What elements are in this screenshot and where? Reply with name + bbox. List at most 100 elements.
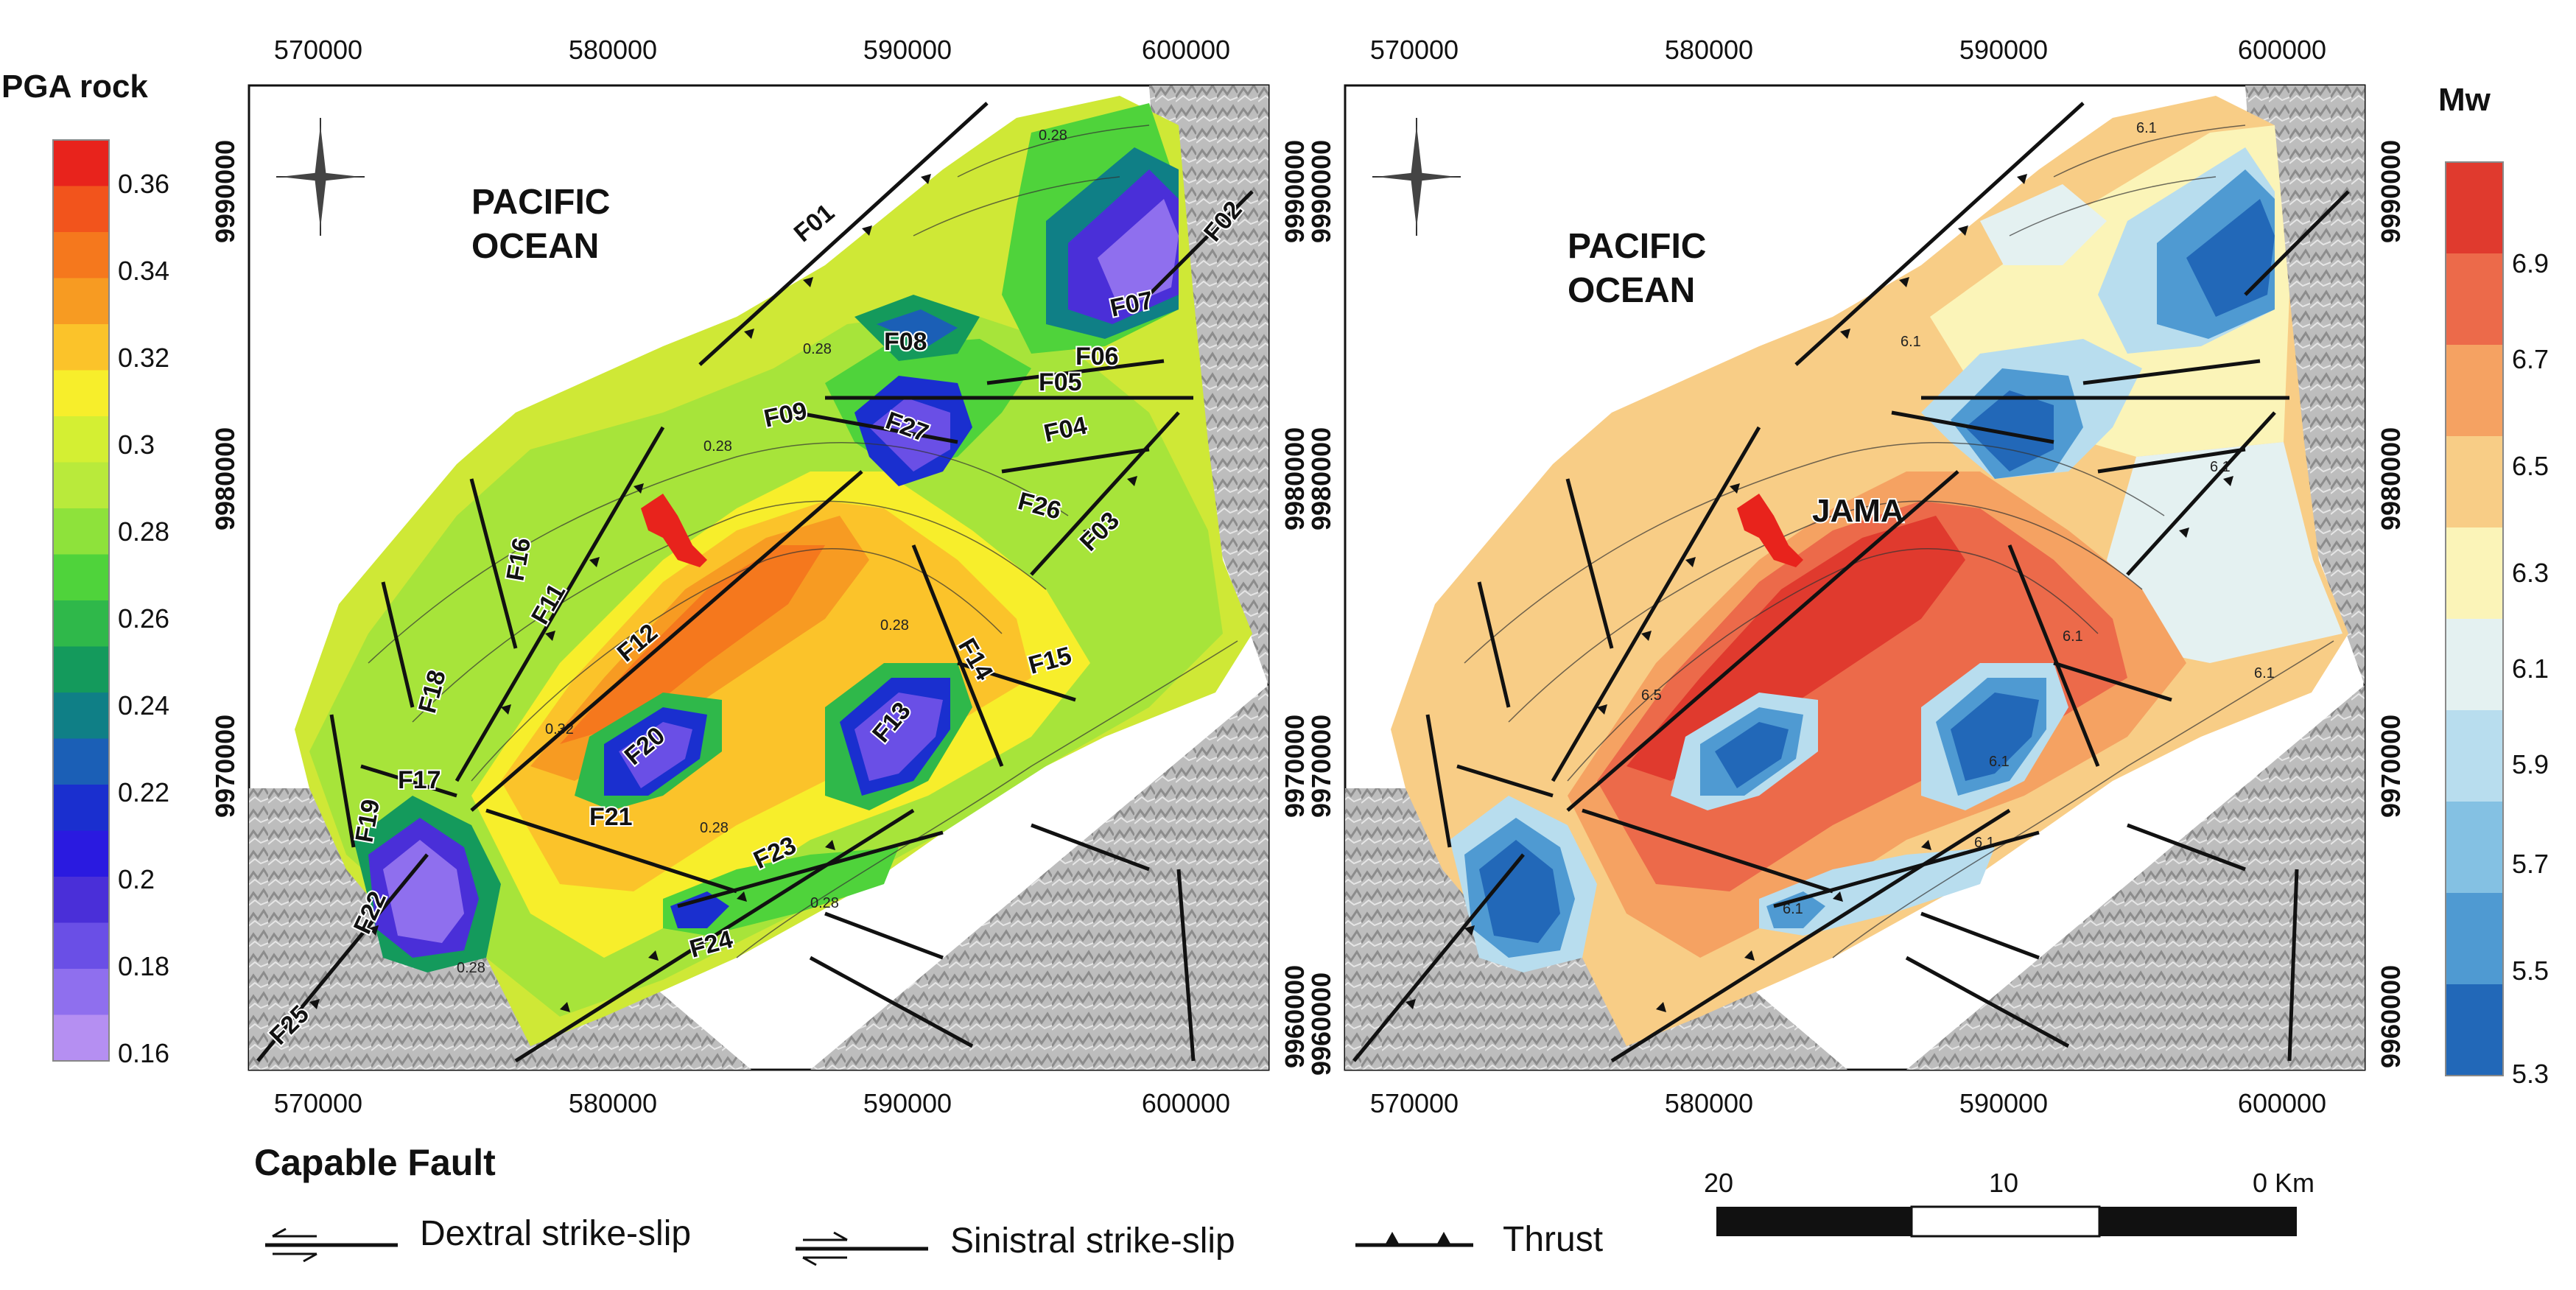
legend-value: 6.5 (2512, 451, 2549, 481)
mw-ramp-swatch (2446, 527, 2503, 620)
fault-legend-title: Capable Fault (254, 1142, 496, 1183)
town-label: JAMA (1812, 493, 1904, 529)
pga-ramp-swatch (53, 416, 109, 463)
north-arrow-icon (276, 118, 365, 236)
pga-ramp-swatch (53, 278, 109, 325)
pga-ramp-swatch (53, 1014, 109, 1062)
legend-value: 0.26 (118, 603, 169, 634)
right-y-tick: 9970000 (1306, 715, 1336, 818)
mw-ramp-swatch (2446, 619, 2503, 711)
mw-color-ramp (2445, 161, 2504, 1076)
scale-bar: 20 10 0 Km (1704, 1168, 2314, 1238)
legend-value: 0.2 (118, 864, 155, 894)
pga-color-ramp (52, 139, 110, 1062)
legend-value: 0.16 (118, 1038, 169, 1068)
contour-label: 6.1 (1901, 334, 1921, 350)
left-map-panel: 570000 580000 590000 600000 570000 58000… (210, 35, 1310, 1118)
legend-value: 6.9 (2512, 248, 2549, 278)
left-y-tick: 9970000 (1280, 715, 1310, 818)
right-x-tick-top: 590000 (1959, 35, 2048, 65)
left-x-tick-top: 570000 (274, 35, 362, 65)
contour-label: 0.28 (457, 960, 485, 976)
right-x-tick-top: 570000 (1370, 35, 1459, 65)
right-x-tick-top: 600000 (2238, 35, 2326, 65)
fault-label-f21: F21 (589, 803, 633, 831)
contour-label: 0.28 (703, 438, 732, 455)
ocean-label: PACIFIC (471, 183, 610, 222)
contour-label: 0.28 (880, 617, 909, 634)
legend-value: 0.3 (118, 430, 155, 460)
pga-ramp-swatch (53, 370, 109, 417)
ocean-label: PACIFIC (1568, 227, 1706, 266)
legend-value: 0.36 (118, 169, 169, 199)
mw-ramp-swatch-frame (2445, 161, 2504, 1076)
contour-label: 6.1 (1783, 901, 1803, 917)
left-x-tick-top: 600000 (1142, 35, 1230, 65)
jama-town-shape (641, 494, 707, 567)
scale-label: 20 (1704, 1168, 1733, 1198)
left-x-tick-bottom: 570000 (274, 1088, 362, 1118)
legend-value: 0.18 (118, 951, 169, 981)
pga-ramp-swatch (53, 922, 109, 970)
legend-value: 5.5 (2512, 956, 2549, 986)
pga-ramp-swatch (53, 554, 109, 601)
legend-value: 0.22 (118, 777, 169, 807)
legend-value: 0.32 (118, 343, 169, 373)
fault-label-f08: F08 (884, 328, 927, 356)
mw-ramp-swatch (2446, 710, 2503, 802)
contour-label: 6.5 (1641, 687, 1662, 704)
pga-ramp-swatch (53, 600, 109, 647)
pga-ramp-swatch (53, 232, 109, 278)
legend-value: 6.7 (2512, 344, 2549, 374)
pga-ramp-swatch (53, 508, 109, 555)
right-x-tick-top: 580000 (1665, 35, 1753, 65)
right-y-tick: 9960000 (1306, 972, 1336, 1076)
legend-value: 0.34 (118, 256, 169, 286)
mw-ramp-swatch (2446, 253, 2503, 346)
right-x-tick-bottom: 600000 (2238, 1088, 2326, 1118)
contour-label: 0.28 (810, 895, 839, 911)
fault-label-f17: F17 (398, 766, 441, 794)
left-x-tick-top: 590000 (863, 35, 952, 65)
contour-label: 0.28 (803, 341, 832, 357)
pga-ramp-swatch (53, 969, 109, 1015)
fault-legend-item: Thrust (1503, 1220, 1603, 1259)
legend-title: Mw (2438, 82, 2491, 118)
fault-legend-item: Sinistral strike-slip (950, 1221, 1235, 1261)
ocean-label: OCEAN (471, 227, 599, 266)
contour-label: 6.1 (1989, 754, 2010, 770)
right-x-tick-bottom: 570000 (1370, 1088, 1459, 1118)
right-faults (1352, 102, 2350, 1063)
jama-town-shape (1737, 494, 1803, 567)
left-y-tick: 9960000 (1280, 965, 1310, 1068)
mw-ramp-swatch (2446, 893, 2503, 985)
right-x-tick-bottom: 580000 (1665, 1088, 1753, 1118)
contour-label: 6.1 (2063, 628, 2083, 645)
fault-label-f05: F05 (1039, 368, 1082, 396)
right-y-tick: 9980000 (2376, 427, 2406, 530)
legend-value: 5.3 (2512, 1059, 2549, 1089)
scale-label: 0 Km (2253, 1168, 2314, 1198)
right-y-tick: 9980000 (1306, 427, 1336, 530)
right-y-tick: 9970000 (2376, 715, 2406, 818)
pga-ramp-swatch (53, 140, 109, 186)
left-faults (256, 102, 1254, 1063)
legend-value: 0.28 (118, 516, 169, 547)
mw-ramp-swatch (2446, 345, 2503, 437)
right-x-tick-bottom: 590000 (1959, 1088, 2048, 1118)
right-map-panel: 570000 580000 590000 600000 570000 58000… (1306, 35, 2406, 1118)
right-y-tick: 9990000 (2376, 140, 2406, 243)
legend-value: 5.9 (2512, 749, 2549, 779)
mw-ramp-swatch (2446, 802, 2503, 894)
ocean-label: OCEAN (1568, 271, 1695, 310)
thrust-fault-symbol-icon (1355, 1232, 1473, 1247)
legend-value: 5.7 (2512, 849, 2549, 879)
right-legend: Mw 6.9 6.7 6.5 6.3 6.1 5.9 5.7 5.5 5.3 (2438, 82, 2549, 1089)
sinistral-fault-symbol-icon (796, 1231, 928, 1266)
legend-title: PGA rock (1, 69, 148, 105)
left-x-tick-top: 580000 (569, 35, 657, 65)
right-y-tick: 9960000 (2376, 965, 2406, 1068)
legend-value: 0.24 (118, 690, 169, 721)
legend-value: 6.3 (2512, 558, 2549, 588)
